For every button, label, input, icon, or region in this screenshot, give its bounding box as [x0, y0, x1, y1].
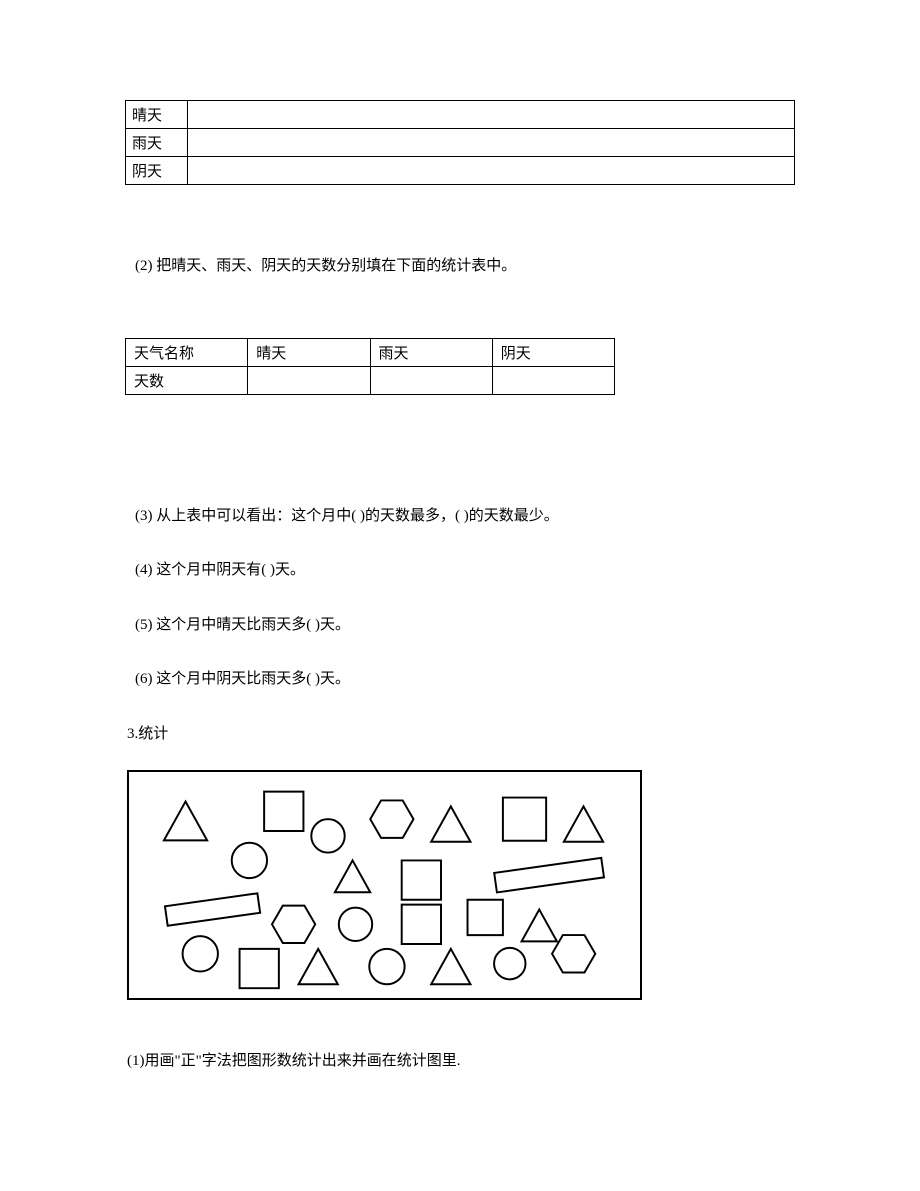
table1-val-sunny — [188, 101, 795, 129]
t2-h0: 天气名称 — [126, 338, 248, 366]
shapes-figure — [127, 770, 642, 1000]
t2-r2-label: 天数 — [126, 366, 248, 394]
question-3-1: (1)用画"正"字法把图形数统计出来并画在统计图里. — [127, 1050, 805, 1073]
table1-row-cloudy: 阴天 — [126, 157, 188, 185]
question-4: (4) 这个月中阴天有( )天。 — [135, 559, 805, 582]
t2-r2-cloudy — [492, 366, 614, 394]
question-6: (6) 这个月中阴天比雨天多( )天。 — [135, 668, 805, 691]
t2-h1: 晴天 — [248, 338, 370, 366]
section-3-title: 3.统计 — [127, 723, 805, 746]
t2-r2-sunny — [248, 366, 370, 394]
question-5: (5) 这个月中晴天比雨天多( )天。 — [135, 614, 805, 637]
weather-tally-table: 晴天 雨天 阴天 — [125, 100, 795, 185]
instruction-2: (2) 把晴天、雨天、阴天的天数分别填在下面的统计表中。 — [135, 255, 805, 278]
table1-val-cloudy — [188, 157, 795, 185]
question-3: (3) 从上表中可以看出：这个月中( )的天数最多，( )的天数最少。 — [135, 505, 805, 528]
shapes-svg — [129, 772, 640, 998]
table1-row-sunny: 晴天 — [126, 101, 188, 129]
weather-count-table: 天气名称 晴天 雨天 阴天 天数 — [125, 338, 615, 395]
t2-r2-rainy — [370, 366, 492, 394]
table1-val-rainy — [188, 129, 795, 157]
t2-h3: 阴天 — [492, 338, 614, 366]
t2-h2: 雨天 — [370, 338, 492, 366]
table1-row-rainy: 雨天 — [126, 129, 188, 157]
